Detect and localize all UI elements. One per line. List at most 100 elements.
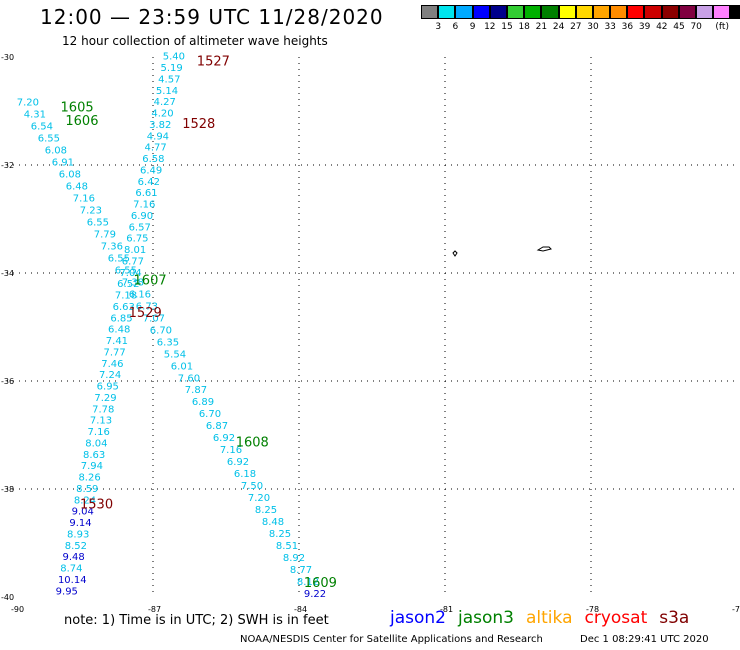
island-outline (536, 246, 552, 252)
legend-swatch (627, 5, 645, 19)
satellite-name-jason3: jason3 (458, 608, 514, 628)
satellite-name-altika: altika (526, 608, 573, 628)
lat-tick-label: -34 (1, 269, 14, 278)
wave-height-value: 9.48 (63, 552, 85, 563)
pass-number-label: 1527 (197, 55, 230, 70)
legend-label: 42 (656, 22, 668, 32)
satellite-name-cryosat: cryosat (584, 608, 648, 628)
wave-height-value: 6.42 (138, 177, 160, 188)
lon-tick-label: -84 (294, 605, 307, 614)
wave-height-value: 8.04 (85, 438, 107, 449)
wave-height-value: 6.55 (108, 253, 130, 264)
map-grid (7, 57, 737, 597)
legend-swatch (524, 5, 542, 19)
wave-height-value: 6.85 (110, 313, 132, 324)
wave-height-value: 6.58 (142, 154, 164, 165)
wave-height-value: 7.16 (88, 427, 110, 438)
legend-label: (ft) (715, 22, 729, 32)
wave-height-value: 6.48 (66, 181, 88, 192)
wave-height-value: 9.14 (69, 518, 91, 529)
legend-label: 9 (469, 22, 476, 32)
footer-note: note: 1) Time is in UTC; 2) SWH is in fe… (64, 613, 329, 628)
pass-number-label: 1530 (80, 498, 113, 513)
legend-swatch (575, 5, 593, 19)
wave-height-value: 5.14 (156, 86, 178, 97)
wave-height-value: 6.92 (227, 457, 249, 468)
legend-swatch (489, 5, 507, 19)
wave-height-value: 4.57 (158, 74, 180, 85)
wave-height-value: 8.63 (83, 450, 105, 461)
wave-height-value: 8.12 (297, 577, 319, 588)
page-subtitle: 12 hour collection of altimeter wave hei… (62, 34, 328, 48)
legend-swatch (610, 5, 628, 19)
legend-label: 27 (570, 22, 582, 32)
legend-swatch (438, 5, 456, 19)
legend-label: 18 (518, 22, 530, 32)
legend-label: 21 (535, 22, 548, 32)
pass-number-label: 1607 (134, 273, 167, 288)
axis-labels: -90 -87 -84 -81 -78 -75 -30 -32 -34 -36 -38 -40 (1, 53, 740, 614)
wave-height-value: 7.16 (73, 193, 95, 204)
wave-height-value: 7.94 (81, 461, 103, 472)
legend-swatch (644, 5, 662, 19)
wave-height-value: 8.26 (78, 473, 100, 484)
credit-timestamp: Dec 1 08:29:41 UTC 2020 (580, 634, 709, 645)
wave-height-value: 7.13 (90, 416, 112, 427)
legend-swatch (455, 5, 473, 19)
wave-height-value: 6.87 (206, 421, 228, 432)
wave-height-value: 7.36 (101, 241, 123, 252)
wave-height-value: 6.18 (234, 469, 256, 480)
wave-height-value: 8.74 (60, 564, 82, 575)
legend-swatch (696, 5, 714, 19)
lon-tick-label: -75 (732, 605, 740, 614)
lat-tick-label: -36 (1, 377, 14, 386)
lat-tick-label: -40 (1, 593, 14, 602)
wave-height-value: 7.50 (241, 481, 263, 492)
wave-height-value: 7.07 (143, 313, 165, 324)
wave-height-value: 6.55 (87, 217, 109, 228)
lat-tick-label: -30 (1, 53, 14, 62)
wave-height-value: 8.93 (67, 529, 89, 540)
legend-swatch (592, 5, 611, 19)
wave-height-value: 9.04 (72, 507, 94, 518)
legend-label: 33 (604, 22, 616, 32)
wave-height-value: 6.55 (115, 265, 137, 276)
legend-label: 3 (435, 22, 442, 32)
wave-height-value: 7.18 (115, 291, 137, 302)
legend-swatch (541, 5, 559, 19)
wave-height-value: 3.82 (149, 120, 171, 131)
wave-height-value: 8.01 (124, 245, 146, 256)
credit-text: NOAA/NESDIS Center for Satellite Applica… (240, 634, 543, 645)
wave-height-value: 6.90 (131, 211, 153, 222)
wave-height-value: 6.16 (129, 289, 151, 300)
legend-label: 24 (552, 22, 565, 32)
wave-height-value: 7.38 (122, 277, 144, 288)
altimeter-tracks: 5.405.194.575.144.274.203.824.944.776.58… (17, 52, 326, 600)
wave-height-value: 6.08 (45, 146, 67, 157)
lon-tick-label: -81 (440, 605, 453, 614)
legend-swatch (558, 5, 576, 19)
wave-height-value: 6.49 (140, 165, 162, 176)
legend-swatch (472, 5, 490, 19)
wave-height-value: 5.54 (164, 349, 186, 360)
wave-height-value: 7.41 (106, 336, 128, 347)
wave-height-value: 7.29 (94, 393, 116, 404)
wave-height-value: 7.46 (101, 359, 123, 370)
wave-height-value: 7.23 (80, 205, 102, 216)
wave-height-value: 6.91 (52, 158, 74, 169)
wave-height-value: 6.95 (97, 382, 119, 393)
wave-height-value: 8.92 (283, 553, 305, 564)
wave-height-value: 4.27 (154, 97, 176, 108)
legend-label: 15 (501, 22, 513, 32)
wave-height-value: 8.51 (276, 541, 298, 552)
wave-height-value: 7.60 (178, 373, 200, 384)
wave-height-value: 8.25 (255, 505, 277, 516)
pass-number-label: 1528 (182, 117, 215, 132)
wave-height-value: 6.63 (113, 302, 135, 313)
page-title: 12:00 — 23:59 UTC 11/28/2020 (40, 5, 384, 29)
wave-height-value: 10.14 (58, 575, 87, 586)
wave-height-value: 7.87 (185, 385, 207, 396)
wave-height-value: 7.16 (220, 445, 242, 456)
